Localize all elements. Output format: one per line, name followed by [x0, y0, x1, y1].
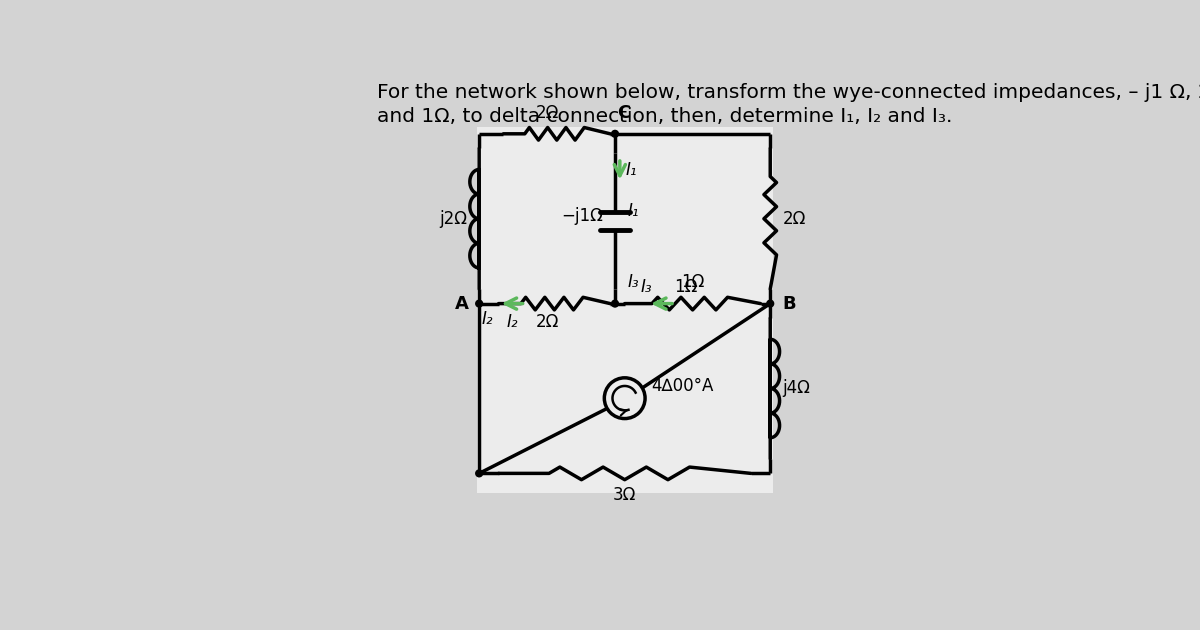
Text: I₁: I₁	[625, 161, 637, 179]
Circle shape	[767, 301, 774, 307]
Text: I₁: I₁	[628, 202, 638, 220]
Text: 3Ω: 3Ω	[613, 486, 636, 503]
Text: 1Ω: 1Ω	[674, 278, 697, 296]
Text: j2Ω: j2Ω	[439, 210, 467, 227]
Bar	[476, 127, 773, 493]
Text: A: A	[455, 295, 468, 312]
Text: −j1Ω: −j1Ω	[560, 207, 602, 226]
Text: C: C	[618, 104, 631, 122]
Text: 2Ω: 2Ω	[782, 210, 805, 227]
Text: For the network shown below, transform the wye-connected impedances, – j1 Ω, 2 Ω: For the network shown below, transform t…	[377, 83, 1200, 102]
Text: 1Ω: 1Ω	[680, 273, 704, 292]
Text: I₃: I₃	[628, 273, 638, 292]
Text: 2Ω: 2Ω	[535, 104, 559, 122]
Circle shape	[475, 301, 482, 307]
Text: 2Ω: 2Ω	[535, 313, 559, 331]
Circle shape	[612, 130, 618, 137]
Text: B: B	[782, 295, 796, 312]
Circle shape	[612, 301, 618, 307]
Circle shape	[475, 470, 482, 477]
Text: j4Ω: j4Ω	[782, 379, 810, 398]
Text: I₃: I₃	[641, 278, 652, 296]
Text: 4∆00°A: 4∆00°A	[652, 377, 714, 395]
Text: I₂: I₂	[506, 313, 518, 331]
Text: and 1Ω, to delta connection, then, determine I₁, I₂ and I₃.: and 1Ω, to delta connection, then, deter…	[377, 107, 953, 126]
Text: I₂: I₂	[481, 311, 493, 328]
